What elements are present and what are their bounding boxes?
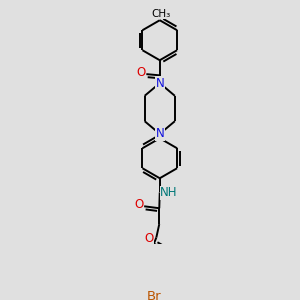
Text: O: O <box>144 232 154 245</box>
Text: Br: Br <box>147 290 162 300</box>
Text: CH₃: CH₃ <box>151 9 171 19</box>
Text: O: O <box>134 198 143 211</box>
Text: NH: NH <box>160 186 178 200</box>
Text: N: N <box>155 76 164 90</box>
Text: O: O <box>136 66 146 80</box>
Text: N: N <box>155 128 164 140</box>
